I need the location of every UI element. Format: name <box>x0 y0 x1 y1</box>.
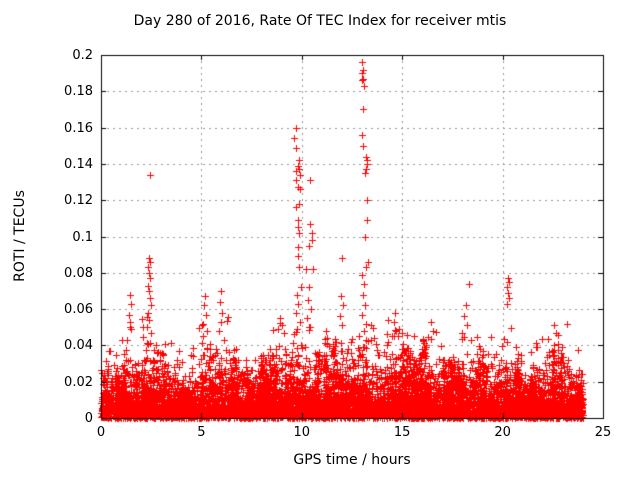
x-tick-label: 5 <box>197 425 206 440</box>
y-tick-label: 0.08 <box>64 265 93 281</box>
y-tick-label: 0.12 <box>64 193 93 209</box>
y-tick-label: 0.06 <box>64 302 93 318</box>
y-tick-label: 0.2 <box>72 48 93 63</box>
y-tick-label: 0 <box>84 411 93 426</box>
y-tick-label: 0.16 <box>64 120 93 136</box>
y-tick-label: 0.14 <box>64 156 93 172</box>
y-tick-label: 0.02 <box>64 374 93 390</box>
x-tick-label: 15 <box>393 425 411 440</box>
x-tick-label: 20 <box>494 425 511 440</box>
y-tick-label: 0.1 <box>72 229 93 245</box>
x-tick-label: 10 <box>293 425 311 440</box>
y-tick-label: 0.04 <box>64 338 93 354</box>
x-tick-label: 0 <box>96 425 106 440</box>
y-tick-label: 0.18 <box>64 84 93 100</box>
x-tick-label: 25 <box>594 425 612 440</box>
